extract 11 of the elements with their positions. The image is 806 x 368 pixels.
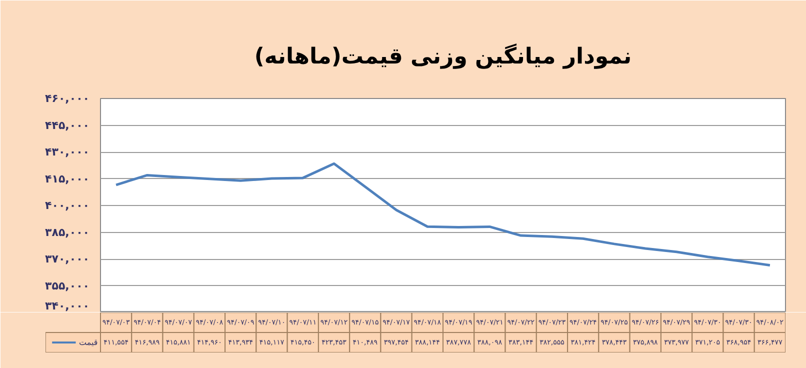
legend-label: قیمت <box>79 338 98 347</box>
y-tick-label: ۳۸۵,۰۰۰ <box>45 226 90 239</box>
y-tick-label: ۴۰۰,۰۰۰ <box>45 199 90 212</box>
y-tick-label: ۴۳۰,۰۰۰ <box>45 146 90 158</box>
y-tick-label: ۳۴۰,۰۰۰ <box>45 300 90 312</box>
y-tick-label: ۴۶۰,۰۰۰ <box>45 92 90 105</box>
y-tick-label: ۳۷۰,۰۰۰ <box>45 252 90 266</box>
chart-title: نمودار میانگین وزنی قیمت(ماهانه) <box>254 42 632 70</box>
y-tick-label: ۴۴۵,۰۰۰ <box>45 118 90 132</box>
y-tick-label: ۳۵۵,۰۰۰ <box>45 279 90 292</box>
y-tick-label: ۴۱۵,۰۰۰ <box>45 172 90 186</box>
